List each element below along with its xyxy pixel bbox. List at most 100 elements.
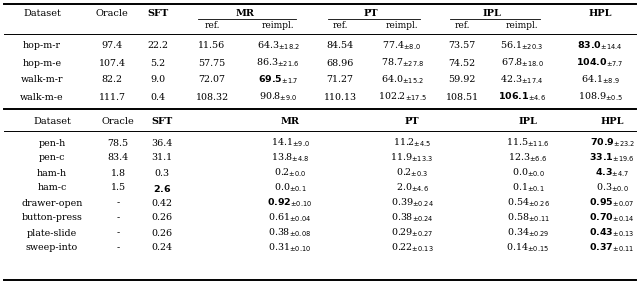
Text: 11.5$_{\pm 11.6}$: 11.5$_{\pm 11.6}$ bbox=[506, 137, 550, 149]
Text: sweep-into: sweep-into bbox=[26, 243, 78, 253]
Text: 0.3: 0.3 bbox=[154, 168, 170, 178]
Text: 0.1$_{\pm 0.1}$: 0.1$_{\pm 0.1}$ bbox=[511, 182, 545, 194]
Text: MR: MR bbox=[236, 9, 255, 17]
Text: 0.54$_{\pm 0.26}$: 0.54$_{\pm 0.26}$ bbox=[506, 197, 550, 209]
Text: 1.8: 1.8 bbox=[111, 168, 125, 178]
Text: 86.3$_{\pm 21.6}$: 86.3$_{\pm 21.6}$ bbox=[257, 57, 300, 69]
Text: 0.38$_{\pm 0.24}$: 0.38$_{\pm 0.24}$ bbox=[390, 212, 433, 224]
Text: 102.2$_{\pm 17.5}$: 102.2$_{\pm 17.5}$ bbox=[378, 91, 426, 103]
Text: pen-h: pen-h bbox=[38, 139, 66, 148]
Text: button-press: button-press bbox=[22, 213, 83, 223]
Text: plate-slide: plate-slide bbox=[27, 229, 77, 237]
Text: 0.38$_{\pm 0.08}$: 0.38$_{\pm 0.08}$ bbox=[269, 227, 312, 239]
Text: 64.1$_{\pm 8.9}$: 64.1$_{\pm 8.9}$ bbox=[580, 74, 620, 86]
Text: 108.51: 108.51 bbox=[445, 93, 479, 101]
Text: $\mathbf{0.70}_{\pm 0.14}$: $\mathbf{0.70}_{\pm 0.14}$ bbox=[589, 212, 635, 224]
Text: $\mathbf{2.6}$: $\mathbf{2.6}$ bbox=[153, 182, 171, 194]
Text: -: - bbox=[116, 243, 120, 253]
Text: hop-m-e: hop-m-e bbox=[22, 58, 61, 68]
Text: PT: PT bbox=[364, 9, 378, 17]
Text: 0.14$_{\pm 0.15}$: 0.14$_{\pm 0.15}$ bbox=[506, 242, 550, 254]
Text: 0.31$_{\pm 0.10}$: 0.31$_{\pm 0.10}$ bbox=[268, 242, 312, 254]
Text: ref.: ref. bbox=[454, 21, 470, 30]
Text: 73.57: 73.57 bbox=[449, 42, 476, 50]
Text: 0.2$_{\pm 0.0}$: 0.2$_{\pm 0.0}$ bbox=[274, 167, 307, 179]
Text: $\mathbf{70.9}_{\pm 23.2}$: $\mathbf{70.9}_{\pm 23.2}$ bbox=[589, 137, 634, 149]
Text: MR: MR bbox=[280, 117, 300, 125]
Text: 108.32: 108.32 bbox=[195, 93, 228, 101]
Text: reimpl.: reimpl. bbox=[262, 21, 294, 30]
Text: $\mathbf{0.95}_{\pm 0.07}$: $\mathbf{0.95}_{\pm 0.07}$ bbox=[589, 197, 635, 209]
Text: 0.0$_{\pm 0.0}$: 0.0$_{\pm 0.0}$ bbox=[511, 167, 545, 179]
Text: -: - bbox=[116, 229, 120, 237]
Text: 11.9$_{\pm 13.3}$: 11.9$_{\pm 13.3}$ bbox=[390, 152, 433, 164]
Text: Oracle: Oracle bbox=[95, 9, 129, 17]
Text: 0.42: 0.42 bbox=[152, 198, 173, 207]
Text: $\mathbf{104.0}_{\pm 7.7}$: $\mathbf{104.0}_{\pm 7.7}$ bbox=[577, 57, 623, 69]
Text: 84.54: 84.54 bbox=[326, 42, 353, 50]
Text: 11.2$_{\pm 4.5}$: 11.2$_{\pm 4.5}$ bbox=[393, 137, 431, 149]
Text: 0.61$_{\pm 0.04}$: 0.61$_{\pm 0.04}$ bbox=[268, 212, 312, 224]
Text: 2.0$_{\pm 4.6}$: 2.0$_{\pm 4.6}$ bbox=[396, 182, 429, 194]
Text: $\mathbf{0.92}_{\pm 0.10}$: $\mathbf{0.92}_{\pm 0.10}$ bbox=[268, 197, 313, 209]
Text: 0.0$_{\pm 0.1}$: 0.0$_{\pm 0.1}$ bbox=[274, 182, 307, 194]
Text: $\mathbf{33.1}_{\pm 19.6}$: $\mathbf{33.1}_{\pm 19.6}$ bbox=[589, 152, 635, 164]
Text: $\mathbf{0.37}_{\pm 0.11}$: $\mathbf{0.37}_{\pm 0.11}$ bbox=[589, 242, 635, 254]
Text: HPL: HPL bbox=[600, 117, 624, 125]
Text: PT: PT bbox=[404, 117, 419, 125]
Text: IPL: IPL bbox=[518, 117, 538, 125]
Text: Oracle: Oracle bbox=[102, 117, 134, 125]
Text: 31.1: 31.1 bbox=[152, 154, 173, 162]
Text: 72.07: 72.07 bbox=[198, 76, 225, 84]
Text: walk-m-r: walk-m-r bbox=[20, 76, 63, 84]
Text: 0.58$_{\pm 0.11}$: 0.58$_{\pm 0.11}$ bbox=[506, 212, 550, 224]
Text: $\mathbf{4.3}_{\pm 4.7}$: $\mathbf{4.3}_{\pm 4.7}$ bbox=[595, 167, 629, 179]
Text: IPL: IPL bbox=[483, 9, 501, 17]
Text: 71.27: 71.27 bbox=[326, 76, 353, 84]
Text: 12.3$_{\pm 6.6}$: 12.3$_{\pm 6.6}$ bbox=[509, 152, 547, 164]
Text: -: - bbox=[116, 213, 120, 223]
Text: 97.4: 97.4 bbox=[101, 42, 123, 50]
Text: SFT: SFT bbox=[152, 117, 173, 125]
Text: 0.3$_{\pm 0.0}$: 0.3$_{\pm 0.0}$ bbox=[596, 182, 628, 194]
Text: reimpl.: reimpl. bbox=[386, 21, 419, 30]
Text: HPL: HPL bbox=[588, 9, 612, 17]
Text: $\mathbf{106.1}_{\pm 4.6}$: $\mathbf{106.1}_{\pm 4.6}$ bbox=[498, 91, 546, 103]
Text: 74.52: 74.52 bbox=[449, 58, 476, 68]
Text: 11.56: 11.56 bbox=[198, 42, 226, 50]
Text: Dataset: Dataset bbox=[33, 117, 71, 125]
Text: 110.13: 110.13 bbox=[323, 93, 356, 101]
Text: 67.8$_{\pm 18.0}$: 67.8$_{\pm 18.0}$ bbox=[500, 57, 543, 69]
Text: 0.26: 0.26 bbox=[152, 213, 173, 223]
Text: 108.9$_{\pm 0.5}$: 108.9$_{\pm 0.5}$ bbox=[577, 91, 623, 103]
Text: 78.7$_{\pm 27.8}$: 78.7$_{\pm 27.8}$ bbox=[381, 57, 424, 69]
Text: ham-h: ham-h bbox=[37, 168, 67, 178]
Text: walk-m-e: walk-m-e bbox=[20, 93, 64, 101]
Text: 107.4: 107.4 bbox=[99, 58, 125, 68]
Text: 14.1$_{\pm 9.0}$: 14.1$_{\pm 9.0}$ bbox=[271, 137, 310, 149]
Text: 5.2: 5.2 bbox=[150, 58, 166, 68]
Text: 68.96: 68.96 bbox=[326, 58, 354, 68]
Text: 0.39$_{\pm 0.24}$: 0.39$_{\pm 0.24}$ bbox=[390, 197, 433, 209]
Text: hop-m-r: hop-m-r bbox=[23, 42, 61, 50]
Text: ref.: ref. bbox=[332, 21, 348, 30]
Text: reimpl.: reimpl. bbox=[506, 21, 538, 30]
Text: 1.5: 1.5 bbox=[111, 184, 125, 192]
Text: drawer-open: drawer-open bbox=[21, 198, 83, 207]
Text: 0.2$_{\pm 0.3}$: 0.2$_{\pm 0.3}$ bbox=[396, 167, 428, 179]
Text: 90.8$_{\pm 9.0}$: 90.8$_{\pm 9.0}$ bbox=[259, 91, 297, 103]
Text: 77.4$_{\pm 8.0}$: 77.4$_{\pm 8.0}$ bbox=[383, 40, 422, 52]
Text: 83.4: 83.4 bbox=[108, 154, 129, 162]
Text: 64.0$_{\pm 15.2}$: 64.0$_{\pm 15.2}$ bbox=[381, 74, 423, 86]
Text: 82.2: 82.2 bbox=[102, 76, 122, 84]
Text: 0.29$_{\pm 0.27}$: 0.29$_{\pm 0.27}$ bbox=[391, 227, 433, 239]
Text: ref.: ref. bbox=[204, 21, 220, 30]
Text: -: - bbox=[116, 198, 120, 207]
Text: pen-c: pen-c bbox=[39, 154, 65, 162]
Text: 0.22$_{\pm 0.13}$: 0.22$_{\pm 0.13}$ bbox=[390, 242, 433, 254]
Text: 13.8$_{\pm 4.8}$: 13.8$_{\pm 4.8}$ bbox=[271, 152, 309, 164]
Text: $\mathbf{0.43}_{\pm 0.13}$: $\mathbf{0.43}_{\pm 0.13}$ bbox=[589, 227, 635, 239]
Text: 0.26: 0.26 bbox=[152, 229, 173, 237]
Text: 111.7: 111.7 bbox=[99, 93, 125, 101]
Text: 22.2: 22.2 bbox=[147, 42, 168, 50]
